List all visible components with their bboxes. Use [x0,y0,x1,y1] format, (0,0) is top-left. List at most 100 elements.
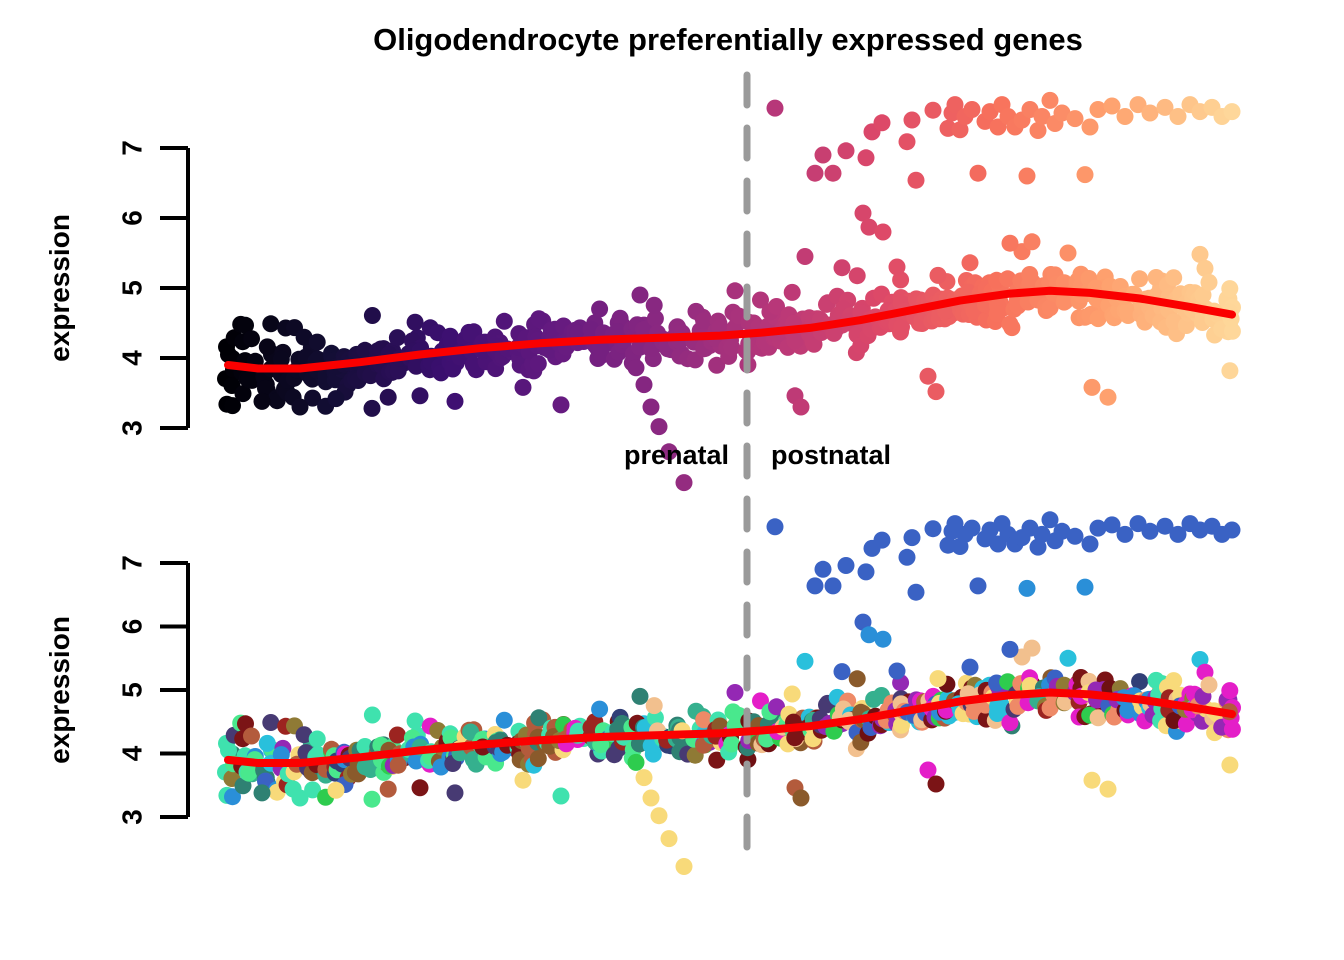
data-point [796,248,814,265]
data-point [1221,362,1239,380]
data-point [888,662,906,680]
data-point [631,286,649,304]
data-point [406,313,424,331]
data-point [837,142,855,160]
data-point [1131,270,1149,288]
data-point [304,389,322,407]
data-point [1141,104,1159,122]
data-point [1076,166,1094,184]
data-point [1165,672,1183,690]
data-point [1165,269,1183,287]
data-point [1089,101,1107,118]
data-point [854,204,872,222]
data-point [407,357,425,375]
data-point [1001,234,1019,252]
data-point [240,764,258,782]
y-tick-label: 7 [117,555,148,571]
data-point [708,356,726,374]
y-tick-label: 5 [117,280,148,296]
data-point [1033,525,1051,543]
data-point [768,298,785,315]
data-point [650,807,668,825]
data-point [752,291,769,309]
data-point [1041,699,1059,717]
data-point [1083,771,1101,789]
prenatal-label: prenatal [623,440,729,470]
data-point [907,171,925,189]
data-point [272,746,290,764]
data-point [529,750,547,768]
data-point [1018,167,1036,185]
data-point [806,577,824,595]
data-point [969,164,987,182]
data-point [1023,639,1041,657]
data-point [1001,714,1019,732]
data-point [1089,519,1107,537]
data-point [929,266,947,284]
data-point [963,519,981,537]
data-point [631,687,649,705]
data-point [379,780,397,798]
data-point [650,418,668,436]
data-point [530,709,548,727]
data-point [253,392,271,410]
data-point [961,658,979,676]
y-tick-label: 3 [117,420,148,436]
data-point [1191,245,1209,263]
data-point [462,325,480,343]
data-point [726,282,744,300]
data-point [1116,108,1134,125]
y-axis-age-colored: 3 4 5 6 7 [117,140,190,436]
data-point [327,781,345,799]
data-point [645,296,663,314]
data-point [1103,516,1121,534]
data-point [1053,522,1071,540]
data-point [1116,525,1134,543]
data-point [927,383,945,401]
data-point [1223,322,1241,340]
data-point [695,312,713,330]
data-point [1221,756,1239,774]
data-point [1059,649,1077,667]
data-point [927,775,945,793]
data-point [291,789,309,807]
data-point [961,254,979,272]
data-point [796,652,814,670]
data-point [363,399,381,417]
y-tick-label: 4 [117,350,148,366]
data-point [1029,122,1047,139]
data-point [645,697,663,715]
trend-line-age-colored [224,286,1236,373]
data-point [857,563,875,581]
data-point [295,328,313,346]
data-point [379,388,397,406]
data-point [411,779,429,797]
data-point [857,149,875,167]
data-point [529,355,547,373]
y-axis-gene-colored: 3 4 5 6 7 [117,555,190,825]
data-point [363,307,381,324]
data-point [1033,108,1051,125]
data-point [495,711,513,729]
data-point [446,784,464,802]
data-point [530,310,548,328]
data-point [860,626,878,644]
data-point [660,830,678,848]
chart-title: Oligodendrocyte preferentially expressed… [373,22,1083,57]
data-point [1103,97,1121,115]
data-point [660,443,678,461]
data-point [874,630,892,648]
data-point [951,121,969,139]
data-point [240,371,258,389]
data-point [898,133,916,151]
data-point [924,101,942,119]
data-point [1221,682,1239,700]
data-point [814,146,832,164]
data-point [824,164,842,182]
data-point [495,312,513,330]
data-point [514,378,532,396]
data-point [1076,578,1094,596]
data-point [406,712,424,730]
data-point [389,362,407,380]
